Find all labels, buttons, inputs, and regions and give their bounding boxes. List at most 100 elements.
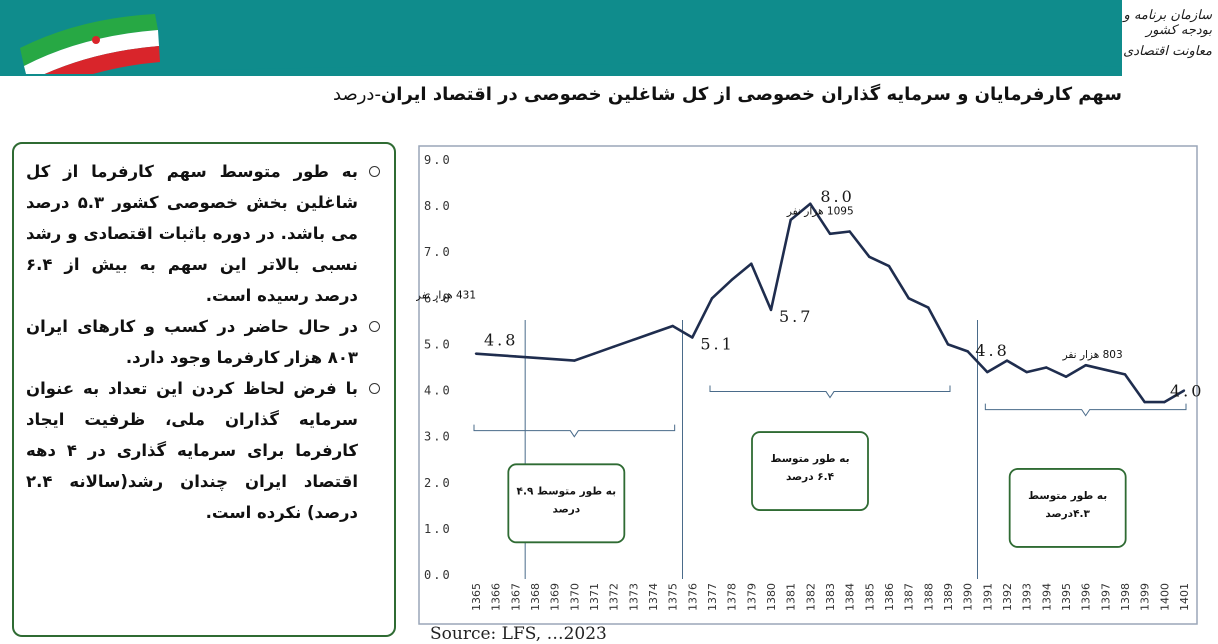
annotation-label: 431 هزار نفر <box>416 289 476 301</box>
x-tick-label: 1367 <box>509 583 522 611</box>
data-label: 4.0 <box>1170 382 1202 401</box>
x-tick-label: 1380 <box>765 583 778 611</box>
x-tick-label: 1393 <box>1021 583 1034 611</box>
data-point <box>533 356 537 360</box>
data-point <box>592 352 596 355</box>
summary-panel: به طور متوسط سهم کارفرما از کل شاغلین بخ… <box>12 142 396 637</box>
x-tick-label: 1372 <box>608 583 621 611</box>
x-tick-label: 1370 <box>568 583 581 611</box>
data-point <box>848 230 851 233</box>
y-tick-label: 8.0 <box>424 199 452 213</box>
x-tick-label: 1387 <box>903 583 916 611</box>
org-name: سازمان برنامه و بودجه کشور <box>1123 8 1212 38</box>
x-tick-label: 1401 <box>1178 583 1191 611</box>
data-point <box>553 358 556 361</box>
data-point <box>691 336 694 339</box>
data-point <box>514 355 517 358</box>
iran-flag-icon <box>20 14 160 74</box>
data-point <box>474 352 478 355</box>
page-title: سهم کارفرمایان و سرمایه گذاران خصوصی از … <box>333 84 1122 105</box>
x-tick-label: 1386 <box>883 583 896 611</box>
bullet-circle-icon <box>369 321 380 332</box>
bullet-circle-icon <box>369 383 380 394</box>
period-average-box <box>507 463 626 544</box>
x-tick-label: 1391 <box>981 583 994 611</box>
data-point <box>750 262 753 265</box>
bullet-item: به طور متوسط سهم کارفرما از کل شاغلین بخ… <box>26 156 380 311</box>
y-tick-label: 0.0 <box>424 568 452 582</box>
x-tick-label: 1369 <box>549 583 562 611</box>
data-point <box>1005 359 1009 362</box>
data-point <box>946 343 950 346</box>
y-tick-label: 3.0 <box>424 430 452 444</box>
x-tick-label: 1365 <box>470 583 483 611</box>
data-point <box>1045 366 1048 369</box>
data-point <box>1182 389 1186 392</box>
x-tick-label: 1400 <box>1158 583 1171 611</box>
org-subname: معاونت اقتصادی <box>1123 44 1212 59</box>
annotation-label: 1095 هزار نفر <box>786 205 854 217</box>
title-unit: -درصد <box>333 84 381 105</box>
x-tick-label: 1371 <box>588 583 601 611</box>
bullet-item: در حال حاضر در کسب و کارهای ایران ۸۰۳ هز… <box>26 311 380 373</box>
x-tick-label: 1389 <box>942 583 955 611</box>
period-average-text: به طور متوسط <box>770 453 849 465</box>
x-tick-label: 1375 <box>667 583 680 611</box>
data-point <box>671 324 674 328</box>
y-tick-label: 5.0 <box>424 337 452 351</box>
x-tick-label: 1379 <box>745 583 758 611</box>
y-tick-label: 9.0 <box>424 153 452 167</box>
bullet-text: در حال حاضر در کسب و کارهای ایران ۸۰۳ هز… <box>26 317 358 367</box>
x-tick-label: 1368 <box>529 583 542 611</box>
data-label: 4.8 <box>975 341 1009 360</box>
period-average-box <box>1008 468 1127 548</box>
data-point <box>1123 373 1127 376</box>
x-tick-label: 1388 <box>922 583 935 611</box>
header-curve <box>0 62 1218 76</box>
data-point <box>887 264 891 268</box>
period-average-text: ۴.۳درصد <box>1045 508 1090 520</box>
data-label: 4.8 <box>484 331 518 350</box>
x-tick-label: 1382 <box>804 583 817 611</box>
period-brace <box>709 385 951 399</box>
y-tick-label: 2.0 <box>424 476 452 490</box>
y-tick-label: 7.0 <box>424 245 452 259</box>
period-brace <box>473 424 676 438</box>
x-tick-label: 1399 <box>1139 583 1152 611</box>
data-point <box>907 297 910 300</box>
bullet-text: به طور متوسط سهم کارفرما از کل شاغلین بخ… <box>26 162 359 305</box>
x-tick-label: 1394 <box>1040 583 1053 611</box>
data-label: 8.0 <box>820 187 854 206</box>
data-point <box>632 338 635 342</box>
data-point <box>1084 363 1087 367</box>
period-brace <box>984 403 1187 417</box>
annotation-label: 803 هزار نفر <box>1062 349 1123 361</box>
line-chart: 0.0 1.0 2.0 3.0 4.0 5.0 6.0 7.0 8.0 9.0 1365 1366 13… <box>416 145 1202 625</box>
bullet-text: با فرض لحاظ کردن این تعداد به عنوان سرما… <box>26 379 358 522</box>
y-tick-label: 1.0 <box>424 522 452 536</box>
data-point <box>789 218 792 222</box>
y-tick-label: 4.0 <box>424 384 452 398</box>
data-point <box>1025 370 1028 374</box>
bullet-item: با فرض لحاظ کردن این تعداد به عنوان سرما… <box>26 373 380 528</box>
data-point <box>868 255 871 259</box>
x-tick-label: 1392 <box>1001 583 1014 611</box>
chart-frame <box>418 145 1198 625</box>
data-point <box>1143 400 1146 404</box>
data-point <box>651 331 655 335</box>
x-tick-label: 1383 <box>824 583 837 611</box>
data-point <box>1104 368 1107 372</box>
period-average-box <box>751 431 869 511</box>
data-point <box>730 278 733 282</box>
org-logo: سازمان برنامه و بودجه کشور معاونت اقتصاد… <box>1122 0 1218 76</box>
x-tick-label: 1390 <box>962 583 975 611</box>
data-point <box>828 232 832 235</box>
x-tick-label: 1377 <box>706 583 719 611</box>
data-point <box>927 306 930 309</box>
data-point <box>710 297 714 300</box>
bullet-circle-icon <box>369 166 380 177</box>
x-tick-label: 1374 <box>647 583 660 611</box>
data-point <box>986 370 989 374</box>
period-average-text: ۶.۴ درصد <box>786 471 835 483</box>
x-tick-label: 1373 <box>627 583 640 611</box>
